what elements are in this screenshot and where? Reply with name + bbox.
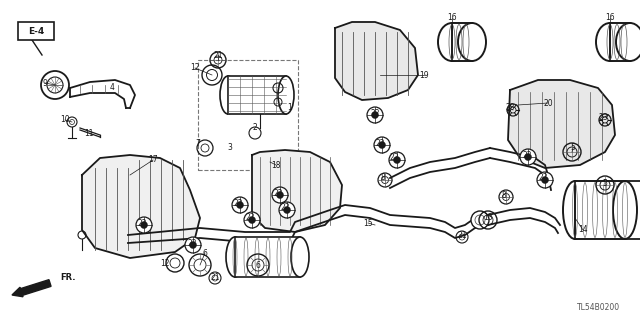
Circle shape bbox=[389, 152, 405, 168]
Ellipse shape bbox=[471, 211, 489, 229]
Ellipse shape bbox=[291, 237, 309, 277]
Text: 8: 8 bbox=[502, 190, 506, 199]
Text: 16: 16 bbox=[605, 13, 615, 23]
Circle shape bbox=[141, 221, 147, 228]
Bar bbox=[18, 22, 54, 40]
Text: 19: 19 bbox=[419, 70, 429, 79]
Circle shape bbox=[537, 172, 553, 188]
Text: 21: 21 bbox=[211, 273, 220, 283]
Text: 22: 22 bbox=[280, 204, 290, 212]
Ellipse shape bbox=[563, 181, 587, 239]
Text: 14: 14 bbox=[578, 226, 588, 234]
Text: 22: 22 bbox=[538, 174, 548, 182]
Text: 12: 12 bbox=[160, 258, 170, 268]
Text: 10: 10 bbox=[60, 115, 70, 124]
Circle shape bbox=[541, 176, 548, 183]
Text: TL54B0200: TL54B0200 bbox=[577, 303, 620, 313]
Circle shape bbox=[394, 157, 401, 164]
Text: 8: 8 bbox=[381, 174, 385, 182]
Text: 11: 11 bbox=[84, 129, 93, 137]
Text: 21: 21 bbox=[213, 50, 223, 60]
Circle shape bbox=[284, 206, 291, 213]
Text: 21: 21 bbox=[457, 231, 467, 240]
Polygon shape bbox=[82, 155, 200, 258]
Bar bbox=[198, 60, 298, 170]
Bar bbox=[610, 23, 630, 61]
Text: 22: 22 bbox=[137, 219, 147, 227]
Circle shape bbox=[248, 217, 255, 224]
Ellipse shape bbox=[278, 76, 294, 114]
Text: 23: 23 bbox=[598, 114, 608, 122]
Text: 22: 22 bbox=[273, 189, 283, 197]
Circle shape bbox=[185, 237, 201, 253]
Text: 22: 22 bbox=[371, 108, 380, 117]
Text: FR.: FR. bbox=[60, 273, 76, 283]
Circle shape bbox=[232, 197, 248, 213]
Text: 22: 22 bbox=[188, 239, 196, 248]
Ellipse shape bbox=[613, 181, 637, 239]
Polygon shape bbox=[252, 150, 342, 232]
Circle shape bbox=[189, 241, 196, 249]
Circle shape bbox=[371, 112, 378, 118]
Polygon shape bbox=[508, 80, 615, 168]
Bar bbox=[452, 23, 472, 61]
Ellipse shape bbox=[596, 23, 624, 61]
Circle shape bbox=[276, 191, 284, 198]
Text: 13: 13 bbox=[483, 213, 493, 222]
Text: 3: 3 bbox=[228, 144, 232, 152]
Text: 15: 15 bbox=[363, 219, 373, 227]
Circle shape bbox=[237, 202, 243, 209]
Ellipse shape bbox=[616, 23, 640, 61]
Text: 22: 22 bbox=[233, 198, 243, 207]
Bar bbox=[235, 237, 300, 277]
Text: 9: 9 bbox=[43, 78, 47, 87]
Circle shape bbox=[136, 217, 152, 233]
Text: 5: 5 bbox=[571, 144, 575, 152]
Ellipse shape bbox=[458, 23, 486, 61]
Text: 18: 18 bbox=[271, 160, 281, 169]
Bar bbox=[228, 76, 286, 114]
Circle shape bbox=[374, 137, 390, 153]
Text: 23: 23 bbox=[505, 103, 515, 113]
Circle shape bbox=[520, 149, 536, 165]
Circle shape bbox=[272, 187, 288, 203]
Bar bbox=[575, 181, 625, 239]
Text: 22: 22 bbox=[245, 213, 255, 222]
Text: 7: 7 bbox=[196, 138, 200, 147]
Text: 22: 22 bbox=[522, 151, 532, 160]
Text: 22: 22 bbox=[389, 153, 399, 162]
Text: 17: 17 bbox=[148, 155, 158, 165]
Text: 20: 20 bbox=[543, 99, 553, 108]
Text: 6: 6 bbox=[255, 261, 260, 270]
FancyArrow shape bbox=[12, 280, 51, 297]
Text: 6: 6 bbox=[203, 249, 207, 257]
Circle shape bbox=[378, 142, 385, 149]
Circle shape bbox=[525, 153, 531, 160]
Ellipse shape bbox=[220, 76, 236, 114]
Text: 5: 5 bbox=[603, 179, 607, 188]
Circle shape bbox=[367, 107, 383, 123]
Text: 16: 16 bbox=[447, 13, 457, 23]
Text: 12: 12 bbox=[190, 63, 200, 72]
Text: 2: 2 bbox=[253, 123, 257, 132]
Text: 1: 1 bbox=[287, 103, 292, 113]
Text: 4: 4 bbox=[109, 84, 115, 93]
Circle shape bbox=[244, 212, 260, 228]
Text: 22: 22 bbox=[375, 138, 385, 147]
Ellipse shape bbox=[226, 237, 244, 277]
Circle shape bbox=[279, 202, 295, 218]
Polygon shape bbox=[335, 22, 418, 100]
Text: E-4: E-4 bbox=[28, 26, 44, 35]
Ellipse shape bbox=[438, 23, 466, 61]
